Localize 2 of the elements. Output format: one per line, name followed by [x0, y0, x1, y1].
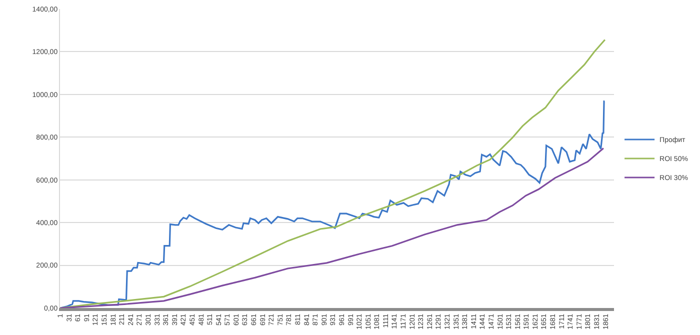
line-series: [60, 100, 606, 308]
line-series: [60, 147, 604, 308]
